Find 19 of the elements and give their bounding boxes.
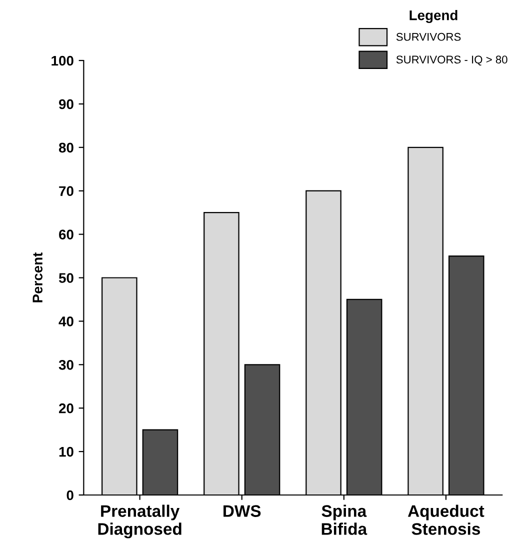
x-tick-label: Prenatally Diagnosed: [98, 504, 182, 538]
x-tick-label: DWS: [224, 505, 261, 517]
y-tick-label: 90: [58, 99, 74, 110]
y-tick-label: 10: [59, 446, 74, 457]
y-tick-label: 70: [59, 186, 74, 196]
x-tick-label: Aqueduct Stenosis: [408, 504, 484, 535]
y-tick-label: 100: [52, 56, 74, 66]
y-tick-label: 40: [58, 316, 74, 326]
y-tick-label: 30: [58, 360, 74, 370]
y-tick-label: 50: [58, 273, 74, 283]
y-tick-label: 80: [58, 142, 74, 153]
x-tick-label: Spina Bifida: [322, 504, 368, 535]
y-tick-label: 20: [58, 403, 74, 414]
y-tick-label: 60: [59, 230, 74, 240]
y-tick-label: 0: [66, 490, 74, 500]
y-axis-title: Percent: [32, 252, 42, 302]
legend-label: SURVIVORS - IQ > 80: [396, 56, 508, 66]
legend-label: SURVIVORS: [396, 32, 461, 41]
legend-title: Legend: [410, 10, 458, 24]
